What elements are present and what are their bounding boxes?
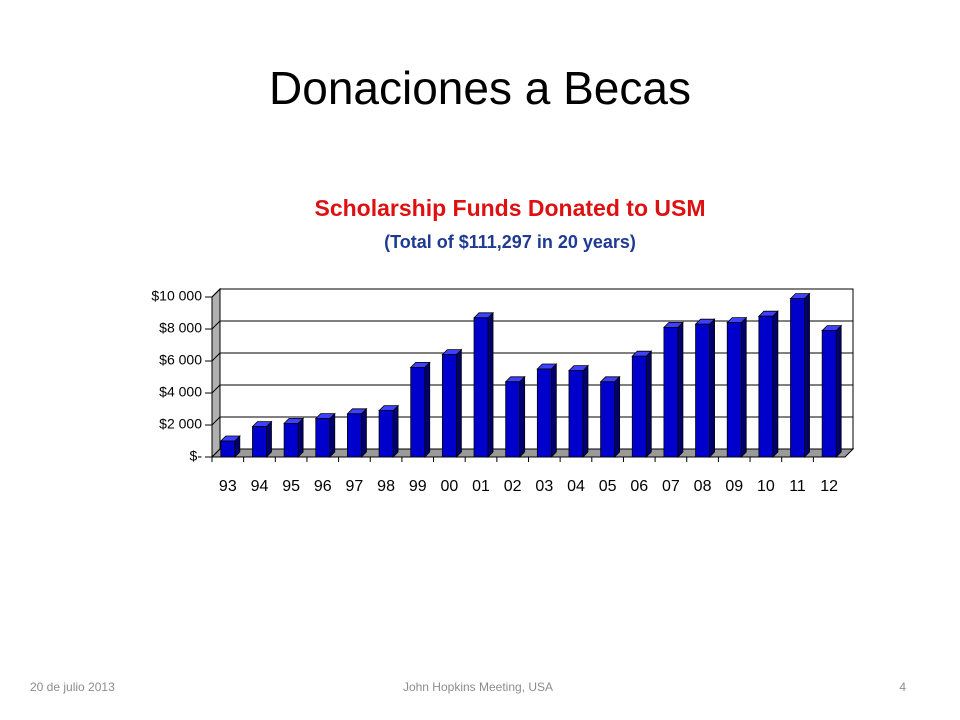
x-tick-label: 01 xyxy=(472,478,490,495)
x-tick-label: 99 xyxy=(409,478,427,495)
bar xyxy=(505,381,521,458)
x-tick-label: 02 xyxy=(504,478,522,495)
y-tick-label: $- xyxy=(190,448,203,464)
grid-line xyxy=(211,384,221,394)
bar-side xyxy=(297,417,304,458)
page-number: 4 xyxy=(899,680,906,694)
bar xyxy=(378,410,394,458)
x-tick-label: 96 xyxy=(314,478,332,495)
bar-side xyxy=(487,311,494,458)
back-wall xyxy=(219,288,854,450)
bar xyxy=(695,323,710,458)
grid-line xyxy=(211,416,221,426)
bar xyxy=(536,368,552,458)
plot-area: $- $2 000 $4 000 $6 000 $8 000 $10 000 93 94 95 9… xyxy=(151,287,855,495)
x-tick-label: 07 xyxy=(662,478,680,495)
x-tick-label: 97 xyxy=(346,478,364,495)
x-tick-label: 04 xyxy=(567,478,585,495)
grid-line xyxy=(211,288,221,298)
x-tick-label: 09 xyxy=(725,478,743,495)
bar-side xyxy=(329,412,336,458)
x-tick-label: 93 xyxy=(219,478,237,495)
bar-side xyxy=(266,420,272,458)
x-tick-label: 03 xyxy=(535,478,553,495)
bar xyxy=(663,326,679,458)
x-tick-label: 08 xyxy=(694,478,712,495)
grid-line xyxy=(211,352,221,362)
y-tick-label: $6 000 xyxy=(159,352,202,368)
bar xyxy=(220,440,236,458)
bar xyxy=(410,366,426,458)
footer-date: 20 de julio 2013 xyxy=(30,680,115,694)
x-tick-label: 95 xyxy=(282,478,300,495)
y-tick-label: $8 000 xyxy=(159,320,202,336)
y-tick-label: $4 000 xyxy=(159,384,202,400)
bar xyxy=(631,355,647,458)
bar xyxy=(758,315,774,458)
grid-line xyxy=(211,448,221,458)
footer-text: John Hopkins Meeting, USA xyxy=(403,680,553,694)
bar xyxy=(821,330,837,458)
slide-title: Donaciones a Becas xyxy=(269,62,691,114)
bar-side xyxy=(392,404,399,458)
floor xyxy=(210,448,855,458)
bar-side xyxy=(582,364,589,458)
bar-side xyxy=(424,361,431,458)
bar-side xyxy=(361,407,367,458)
x-tick-label: 94 xyxy=(251,478,269,495)
x-tick-label: 98 xyxy=(377,478,395,495)
bar-side xyxy=(709,318,715,458)
grid-line xyxy=(211,320,221,330)
bar xyxy=(568,370,584,458)
x-tick-label: 10 xyxy=(757,478,775,495)
bar-side xyxy=(772,310,779,458)
bar xyxy=(283,422,299,458)
chart-subtitle: (Total of $111,297 in 20 years) xyxy=(384,232,636,252)
bar-side xyxy=(677,321,684,458)
bar-side xyxy=(645,350,652,458)
x-tick-label: 11 xyxy=(789,478,806,495)
bar xyxy=(252,426,267,458)
x-tick-label: 05 xyxy=(599,478,617,495)
bar xyxy=(347,413,362,458)
x-tick-label: 06 xyxy=(630,478,648,495)
bar-side xyxy=(835,324,842,458)
bar-side xyxy=(614,375,621,458)
bar-side xyxy=(519,375,526,458)
x-tick-label: 00 xyxy=(440,478,458,495)
bar xyxy=(600,381,616,458)
bar xyxy=(790,298,805,458)
bar xyxy=(441,354,457,458)
x-tick-label: 12 xyxy=(820,478,838,495)
bar-side xyxy=(455,348,462,458)
bar xyxy=(726,322,742,458)
bar xyxy=(315,418,331,458)
chart-title: Scholarship Funds Donated to USM xyxy=(314,195,705,221)
side-wall xyxy=(211,287,221,459)
bar-side xyxy=(550,363,557,458)
y-tick-label: $10 000 xyxy=(151,288,202,304)
bar xyxy=(473,317,489,458)
y-tick-label: $2 000 xyxy=(159,416,202,432)
bar-side xyxy=(804,292,810,458)
bar-side xyxy=(740,316,747,458)
